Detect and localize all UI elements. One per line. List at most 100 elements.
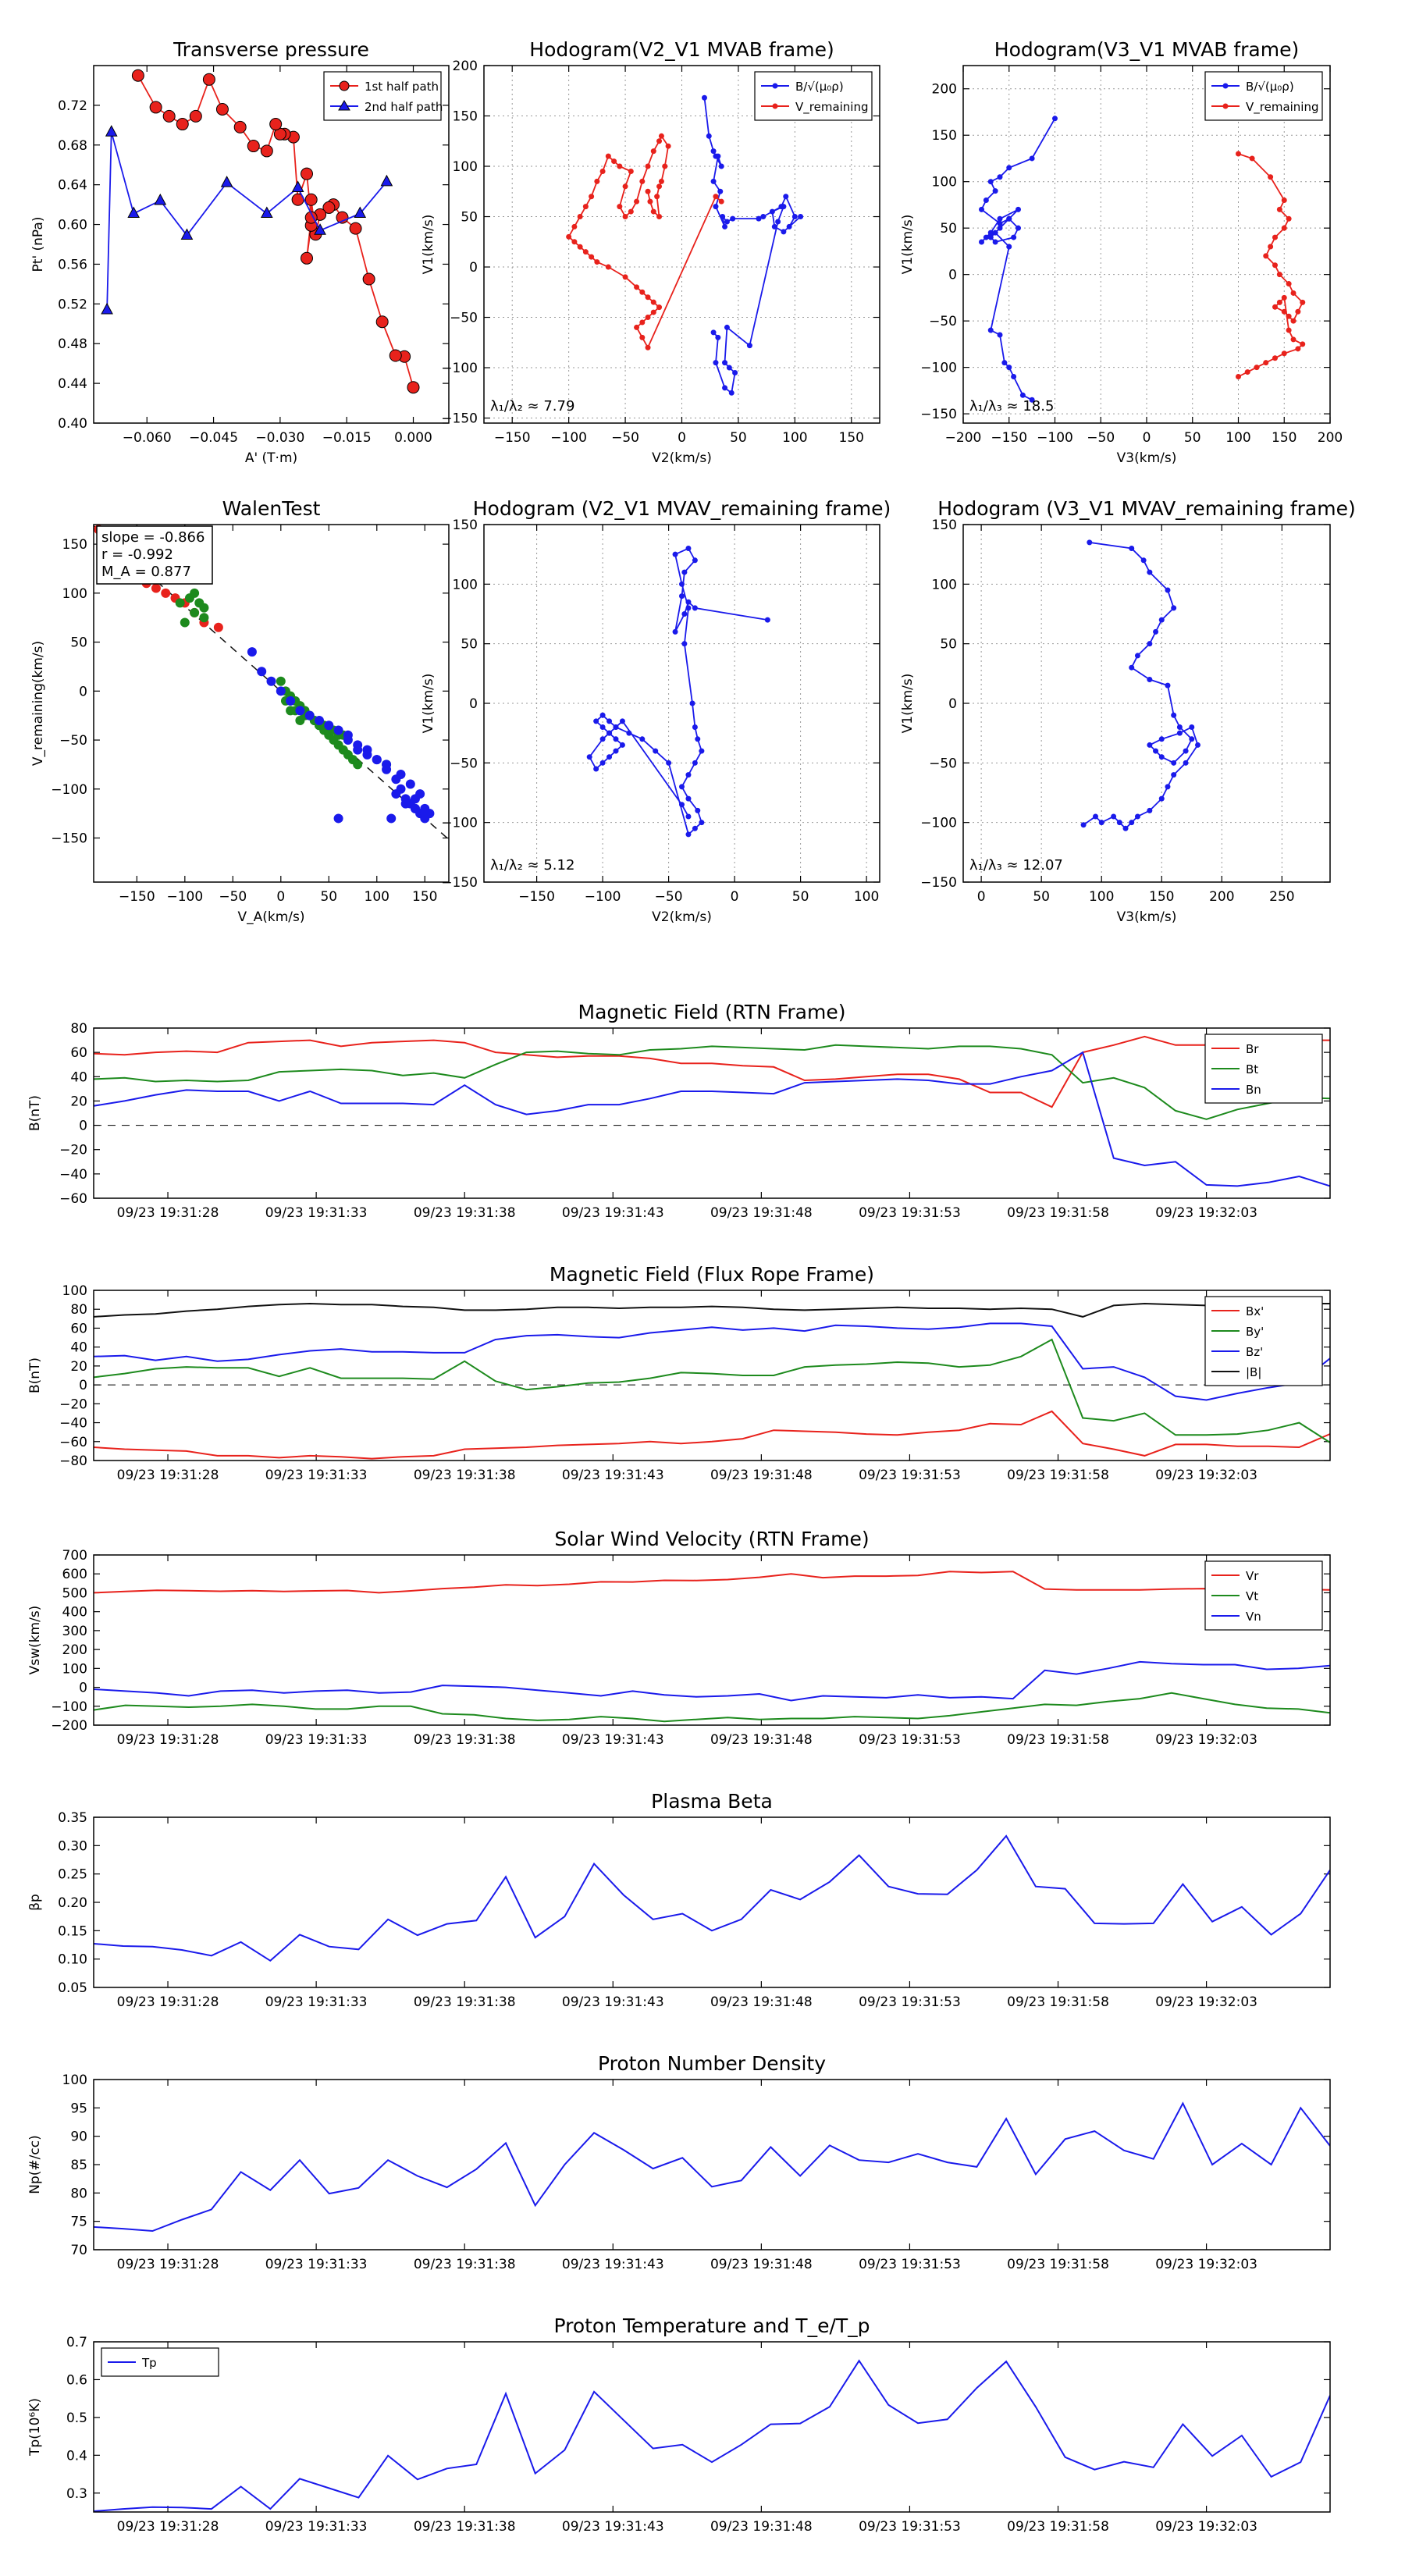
hodogram-v3-v1-mvav-xlabel: V3(km/s) [1117, 909, 1177, 925]
magnetic-field-flux-rope-ytick-label: −40 [59, 1416, 87, 1432]
hodogram-v2-v1-mvab-point [786, 223, 792, 229]
hodogram-v2-v1-mvab-point [775, 219, 781, 225]
hodogram-v3-v1-mvav-point [1165, 587, 1171, 593]
magnetic-field-flux-rope-ytick-label: 60 [70, 1321, 87, 1336]
hodogram-v2-v1-mvav-point [679, 593, 685, 600]
transverse-pressure-legend-marker [338, 100, 350, 111]
solar-wind-velocity-xtick-label: 09/23 19:31:33 [265, 1732, 368, 1748]
hodogram-v3-v1-mvab-ytick-label: 0 [948, 268, 957, 283]
hodogram-v3-v1-mvab-point [1029, 155, 1035, 162]
hodogram-v2-v1-mvav-point [593, 718, 599, 724]
proton-number-density-xtick-label: 09/23 19:31:33 [265, 2257, 368, 2272]
walen-test-point [286, 696, 296, 706]
transverse-pressure-xtick-label: −0.030 [255, 430, 304, 446]
walen-test-xtick-label: −150 [119, 889, 155, 905]
walen-test-point [382, 760, 392, 770]
proton-temperature-xtick-label: 09/23 19:31:33 [265, 2519, 368, 2535]
proton-temperature-legend-label: Tp [141, 2356, 157, 2370]
hodogram-v2-v1-mvab-point [658, 133, 664, 139]
hodogram-v3-v1-mvab-point [1263, 360, 1269, 366]
hodogram-v3-v1-mvav-point [1122, 825, 1129, 831]
hodogram-v2-v1-mvav-point [692, 605, 698, 611]
hodogram-v2-v1-mvav-point [586, 754, 592, 760]
hodogram-v3-v1-mvav-xtick-label: 150 [1149, 889, 1174, 905]
hodogram-v2-v1-mvab-point [713, 360, 719, 366]
hodogram-v3-v1-mvab-point [1268, 244, 1274, 250]
hodogram-v2-v1-mvav-point [681, 611, 688, 617]
hodogram-v2-v1-mvab-point [726, 365, 732, 371]
walen-test-point [314, 715, 324, 725]
hodogram-v2-v1-mvab-point [732, 369, 738, 375]
walen-test-ytick-label: 0 [79, 684, 87, 699]
hodogram-v3-v1-mvab-point [1016, 225, 1021, 231]
proton-temperature-legend: Tp [101, 2347, 219, 2377]
transverse-pressure-ytick-label: 0.64 [58, 178, 87, 194]
plasma-beta-xtick-label: 09/23 19:31:43 [562, 1994, 664, 2010]
proton-number-density-xtick-label: 09/23 19:31:53 [859, 2257, 961, 2272]
hodogram-v3-v1-mvav-ytick-label: 150 [932, 518, 957, 533]
hodogram-v2-v1-mvab-point [717, 188, 724, 194]
transverse-pressure-legend: 1st half path 2nd half path [323, 71, 443, 121]
magnetic-field-flux-rope-legend: Bx' By' Bz' |B| [1204, 1296, 1323, 1386]
hodogram-v3-v1-mvav-chart: Hodogram (V3_V1 MVAV_remaining frame) −15… [900, 497, 1356, 925]
magnetic-field-flux-rope-legend-label: Bz' [1246, 1345, 1263, 1359]
hodogram-v3-v1-mvav-point [1098, 820, 1104, 826]
walen-test-ytick-label: 50 [70, 635, 87, 651]
hodogram-v2-v1-mvav-annotation: λ₁/λ₂ ≈ 5.12 [490, 857, 574, 873]
hodogram-v3-v1-mvav-annotation: λ₁/λ₃ ≈ 12.07 [969, 857, 1063, 873]
hodogram-v3-v1-mvav-point [1183, 748, 1189, 754]
hodogram-v2-v1-mvav-point [606, 730, 613, 736]
walen-test-point [353, 745, 363, 755]
hodogram-v3-v1-mvab-point [987, 179, 994, 185]
hodogram-v2-v1-mvab-point [647, 198, 653, 205]
proton-number-density-chart: Proton Number Density 70 75 80 85 90 95 100 09/2… [27, 2052, 1331, 2272]
magnetic-field-rtn-ytick-label: 60 [70, 1045, 87, 1061]
walen-test-point [420, 803, 430, 813]
transverse-pressure-xtick-label: −0.045 [189, 430, 238, 446]
hodogram-v2-v1-mvav-point [599, 760, 606, 766]
proton-temperature-ylabel: Tp(10⁶K) [27, 2398, 43, 2457]
hodogram-v3-v1-mvav-point [1116, 820, 1122, 826]
proton-temperature-xtick-label: 09/23 19:31:28 [117, 2519, 219, 2535]
hodogram-v2-v1-mvav-xtick-label: 50 [792, 889, 809, 905]
magnetic-field-rtn-frame [93, 1027, 1331, 1199]
hodogram-v2-v1-mvab-point [746, 343, 752, 349]
magnetic-field-flux-rope-xtick-label: 09/23 19:31:38 [414, 1468, 516, 1483]
hodogram-v3-v1-mvav-point [1147, 569, 1153, 575]
plasma-beta-xtick-label: 09/23 19:31:28 [117, 1994, 219, 2010]
transverse-pressure-ytick-label: 0.72 [58, 98, 87, 114]
solar-wind-velocity-ytick-label: 700 [62, 1548, 87, 1564]
walen-test-fit-line [94, 525, 449, 841]
proton-temperature-xtick-label: 09/23 19:31:53 [859, 2519, 961, 2535]
solar-wind-velocity-xtick-label: 09/23 19:31:43 [562, 1732, 664, 1748]
walen-test-xtick-label: −50 [219, 889, 247, 905]
walen-test-point [396, 769, 406, 779]
hodogram-v3-v1-mvab-point [1276, 206, 1282, 212]
magnetic-field-flux-rope-series-by [94, 1338, 1330, 1443]
magnetic-field-flux-rope-ytick-label: 100 [62, 1283, 87, 1299]
hodogram-v3-v1-mvav-frame [962, 524, 1331, 883]
hodogram-v3-v1-mvab-point [1281, 350, 1287, 357]
solar-wind-velocity-xtick-label: 09/23 19:31:58 [1007, 1732, 1109, 1748]
walen-test-point [190, 607, 200, 617]
hodogram-v2-v1-mvab-xtick-label: −100 [550, 430, 587, 446]
hodogram-v3-v1-mvav-point [1147, 807, 1153, 813]
hodogram-v3-v1-mvav-point [1158, 754, 1165, 760]
hodogram-v3-v1-mvab-point [1295, 346, 1301, 352]
hodogram-v3-v1-mvav-xtick-label: 250 [1269, 889, 1294, 905]
hodogram-v2-v1-mvab-point [769, 208, 775, 215]
hodogram-v2-v1-mvav-point [685, 795, 692, 802]
solar-wind-velocity-ytick-label: 500 [62, 1585, 87, 1601]
magnetic-field-flux-rope-xtick-label: 09/23 19:31:58 [1007, 1468, 1109, 1483]
hodogram-v2-v1-mvav-point [606, 718, 613, 724]
transverse-pressure-point [260, 144, 273, 158]
hodogram-v2-v1-mvab-ytick-label: 50 [461, 210, 478, 226]
hodogram-v2-v1-mvab-point [645, 188, 651, 194]
walen-test-point [304, 710, 315, 720]
hodogram-v2-v1-mvab-legend-label: B/√(μ₀ρ) [795, 80, 844, 94]
hodogram-v2-v1-mvav-ylabel: V1(km/s) [421, 674, 436, 734]
hodogram-v3-v1-mvav-point [1165, 784, 1171, 790]
magnetic-field-flux-rope-legend-label: |B| [1246, 1365, 1261, 1379]
